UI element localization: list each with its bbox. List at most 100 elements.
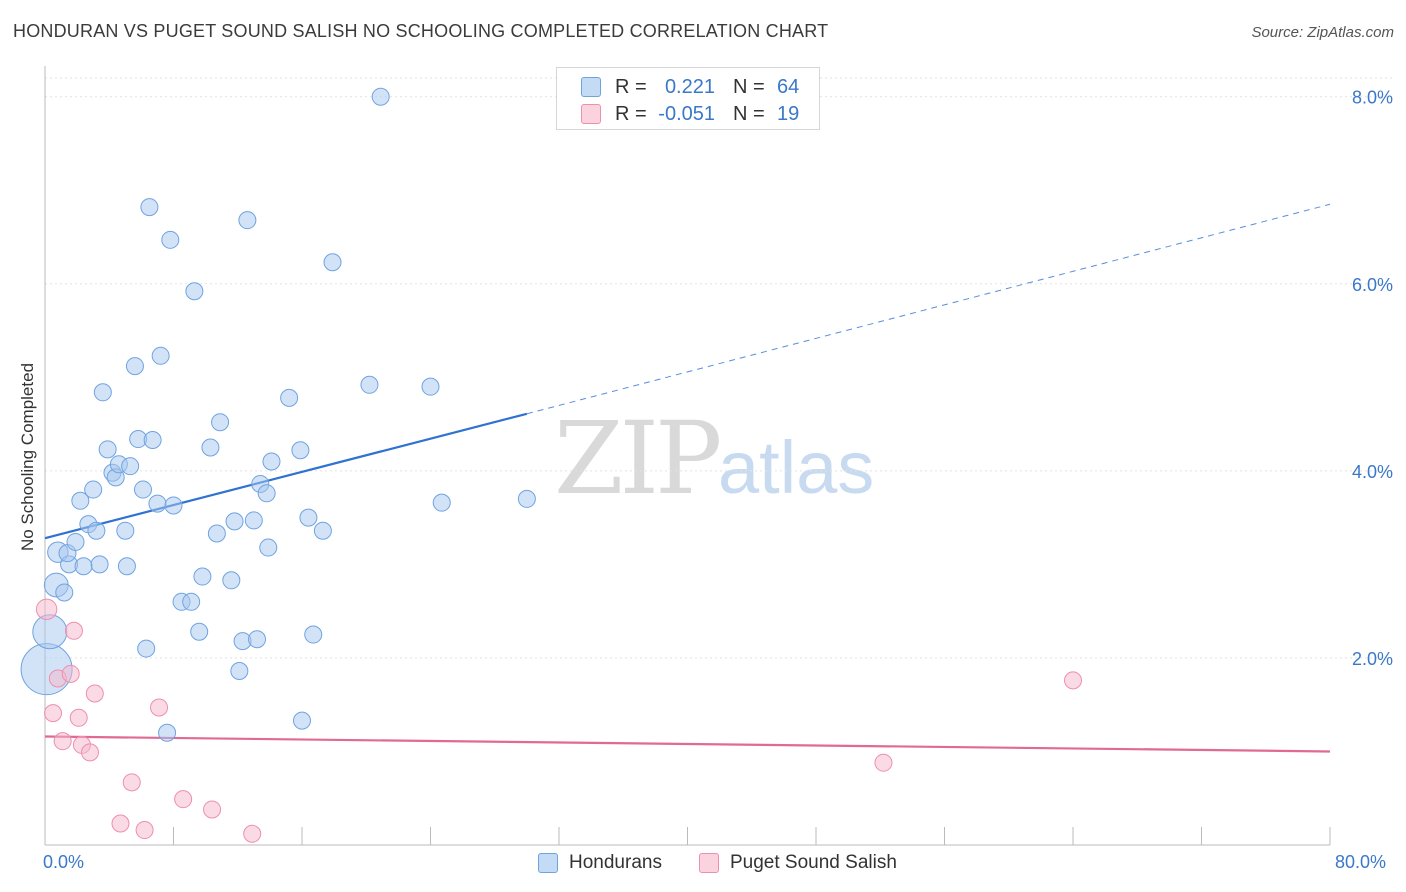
legend-r-label: R = <box>615 76 647 98</box>
point-hondurans <box>87 521 106 540</box>
point-hondurans <box>293 711 311 730</box>
point-hondurans <box>71 491 90 510</box>
point-hondurans <box>371 87 390 106</box>
point-hondurans <box>299 508 318 527</box>
trend-lines <box>44 203 1331 753</box>
series-swatch-hondurans <box>538 853 558 873</box>
point-hondurans <box>201 438 220 457</box>
point-hondurans <box>74 557 93 576</box>
data-points <box>20 87 1082 843</box>
point-hondurans <box>225 512 244 531</box>
point-hondurans <box>248 630 267 649</box>
point-puget-sound-salish <box>243 824 262 843</box>
point-hondurans <box>230 662 249 681</box>
point-hondurans <box>313 521 332 540</box>
point-hondurans <box>55 583 74 602</box>
point-hondurans <box>257 484 276 503</box>
legend-r-value: 0.221 <box>664 76 715 98</box>
point-hondurans <box>517 489 536 508</box>
trend-line-1 <box>44 735 1331 753</box>
trend-line-0 <box>44 412 528 540</box>
point-hondurans <box>98 440 117 459</box>
point-puget-sound-salish <box>64 621 83 640</box>
point-hondurans <box>238 211 257 230</box>
point-puget-sound-salish <box>35 598 58 620</box>
point-puget-sound-salish <box>203 800 222 819</box>
chart-title: HONDURAN VS PUGET SOUND SALISH NO SCHOOL… <box>13 21 829 41</box>
y-tick-label: 2.0% <box>1352 649 1393 669</box>
point-puget-sound-salish <box>174 790 193 809</box>
point-puget-sound-salish <box>44 704 63 723</box>
point-hondurans <box>291 441 310 460</box>
legend-r-label: R = <box>615 103 647 125</box>
point-hondurans <box>161 230 180 249</box>
legend-r-value: -0.051 <box>658 103 715 125</box>
series-swatch-puget-sound-salish <box>699 853 719 873</box>
legend-swatch-hondurans <box>581 77 601 97</box>
series-label-hondurans: Hondurans <box>569 852 662 873</box>
point-hondurans <box>143 430 162 449</box>
point-puget-sound-salish <box>874 753 893 772</box>
x-tick-label-min: 0.0% <box>43 852 85 872</box>
point-puget-sound-salish <box>53 732 72 751</box>
point-puget-sound-salish <box>135 821 154 840</box>
point-hondurans <box>182 592 201 611</box>
y-tick-label: 4.0% <box>1352 462 1393 482</box>
point-puget-sound-salish <box>61 664 80 683</box>
y-tick-labels: 2.0% 4.0% 6.0% 8.0% <box>1352 88 1393 669</box>
y-tick-label: 8.0% <box>1352 88 1393 108</box>
point-hondurans <box>93 383 112 402</box>
point-hondurans <box>90 555 109 574</box>
point-hondurans <box>360 375 379 394</box>
legend-swatch-puget-sound-salish <box>581 104 601 124</box>
point-hondurans <box>185 282 204 301</box>
point-hondurans <box>432 493 451 512</box>
legend-n-value: 64 <box>777 76 800 98</box>
point-hondurans <box>151 346 170 365</box>
point-puget-sound-salish <box>85 684 104 703</box>
point-hondurans <box>164 496 183 515</box>
point-hondurans <box>148 494 167 513</box>
series-label-puget-sound-salish: Puget Sound Salish <box>730 852 897 873</box>
point-puget-sound-salish <box>122 773 141 792</box>
point-puget-sound-salish <box>69 708 88 727</box>
point-puget-sound-salish <box>80 743 99 762</box>
point-hondurans <box>137 639 156 658</box>
axes <box>44 66 1331 846</box>
point-puget-sound-salish <box>1064 671 1082 690</box>
point-hondurans <box>140 198 159 217</box>
y-tick-label: 6.0% <box>1352 275 1393 295</box>
point-hondurans <box>84 480 103 499</box>
point-hondurans <box>244 511 263 530</box>
point-hondurans <box>207 524 226 543</box>
point-hondurans <box>121 457 140 476</box>
watermark-zip: ZIP <box>554 400 722 517</box>
legend-n-label: N = <box>733 76 765 98</box>
legend-n-label: N = <box>733 103 765 125</box>
point-hondurans <box>133 480 152 499</box>
trend-extension-0 <box>526 203 1331 415</box>
point-hondurans <box>190 622 209 641</box>
point-hondurans <box>259 538 278 557</box>
series-legend: Hondurans Puget Sound Salish <box>0 852 1406 878</box>
legend-row-hondurans: R = 0.221 N = 64 <box>581 76 801 98</box>
point-hondurans <box>421 377 440 396</box>
legend-row-puget-sound-salish: R = -0.051 N = 19 <box>581 103 801 125</box>
point-hondurans <box>32 614 68 650</box>
point-hondurans <box>280 388 299 407</box>
legend-n-value: 19 <box>777 103 800 125</box>
watermark-atlas: atlas <box>718 426 875 509</box>
point-hondurans <box>117 557 136 576</box>
point-hondurans <box>125 357 144 376</box>
point-hondurans <box>158 723 177 742</box>
x-tick-label-max: 80.0% <box>1335 852 1387 872</box>
point-puget-sound-salish <box>111 814 130 833</box>
point-hondurans <box>211 413 230 432</box>
stats-legend: R = 0.221 N = 64 R = -0.051 N = 19 <box>556 67 820 130</box>
source-label: Source: ZipAtlas.com <box>1251 24 1394 41</box>
point-puget-sound-salish <box>150 698 169 717</box>
point-hondurans <box>222 571 241 590</box>
point-hondurans <box>323 253 342 272</box>
gridlines <box>45 77 1392 659</box>
